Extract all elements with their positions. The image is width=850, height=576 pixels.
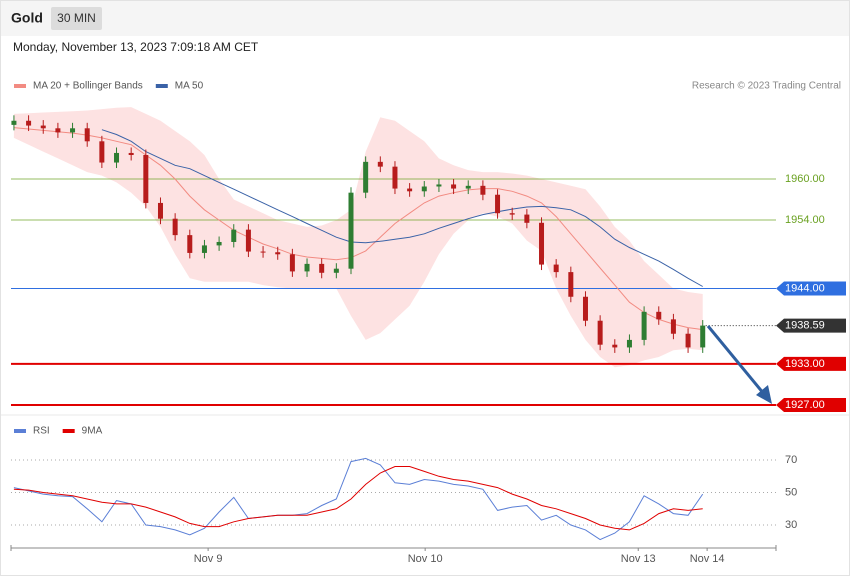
bollinger-band: [13, 107, 703, 368]
candle-body: [201, 245, 207, 253]
candle-body: [626, 339, 632, 348]
legend-swatch: [62, 429, 75, 433]
candle-body: [187, 235, 193, 253]
candle-body: [26, 120, 32, 126]
level-label-box: [776, 318, 846, 333]
level-label-box: [776, 397, 846, 412]
top-bar: [1, 1, 849, 36]
candle-body: [143, 155, 149, 203]
candle-body: [114, 152, 120, 163]
source: Research © 2023 Trading Central: [692, 81, 841, 92]
rsi-line: [13, 466, 703, 531]
x-tick-label: Nov 13: [621, 553, 656, 565]
level-label: 1960.00: [785, 173, 825, 185]
legend-label: 9MA: [82, 426, 103, 437]
candle-body: [700, 325, 706, 348]
y-tick-label: 50: [785, 486, 797, 498]
x-tick-label: Nov 9: [194, 553, 223, 565]
y-tick-label: 30: [785, 519, 797, 531]
candle-body: [11, 120, 17, 125]
candle-body: [597, 320, 603, 345]
ma-line: [13, 127, 703, 331]
candle-body: [260, 251, 266, 253]
candle-body: [641, 311, 647, 340]
candle-body: [55, 128, 61, 133]
level-label: 1927.00: [785, 399, 825, 411]
forecast-arrow: [706, 325, 766, 395]
candle-body: [377, 161, 383, 167]
forecast-arrowhead: [756, 385, 772, 404]
candle-body: [451, 184, 457, 189]
price-panel: MA 20 + Bollinger Bands MA 50 1960.00 1954.…: [11, 81, 846, 412]
candle-body: [363, 161, 369, 193]
candle-body: [568, 272, 574, 297]
level-label: 1933.00: [785, 358, 825, 370]
candle-body: [495, 194, 501, 214]
candle-body: [553, 264, 559, 273]
candle-body: [172, 218, 178, 236]
candle-body: [348, 192, 354, 269]
level-label-box: [776, 356, 846, 371]
candle-body: [40, 125, 46, 129]
rsi-line: [13, 457, 704, 541]
level-label: 1938.59: [785, 319, 825, 331]
candle-body: [84, 128, 90, 142]
candle-body: [685, 333, 691, 348]
candle-body: [539, 222, 545, 265]
legend-swatch: [14, 84, 26, 88]
candle-body: [231, 229, 237, 242]
rsi-panel: RSI 9MA 70 50 30 Nov 9 Nov 10 Nov 13 Nov 14: [11, 426, 797, 565]
timestamp: Monday, November 13, 2023 7:09:18 AM CET: [13, 40, 259, 54]
candle-body: [319, 263, 325, 273]
interval-label[interactable]: 30 MIN: [57, 11, 96, 25]
instrument-title: Gold: [11, 10, 43, 26]
legend-swatch: [14, 429, 26, 433]
candle-body: [509, 213, 515, 215]
candle-body: [421, 186, 427, 192]
candle-body: [70, 128, 76, 133]
level-label: 1944.00: [785, 282, 825, 294]
candle-body: [333, 268, 339, 273]
ma-line: [101, 129, 703, 287]
level-label-box: [776, 281, 846, 296]
candle-body: [99, 141, 105, 163]
candle-body: [304, 263, 310, 272]
candle-body: [480, 185, 486, 195]
candle-body: [465, 185, 471, 189]
candle-body: [612, 344, 618, 348]
candle-body: [157, 202, 163, 219]
candle-body: [582, 296, 588, 321]
candle-body: [289, 254, 295, 272]
candle-body: [524, 214, 530, 223]
candle-body: [216, 241, 222, 246]
candle-body: [407, 188, 413, 192]
candle-body: [128, 152, 134, 156]
candle-body: [245, 229, 251, 252]
candle-body: [656, 311, 662, 320]
candle-body: [392, 166, 398, 189]
candle-body: [670, 319, 676, 334]
legend-label: RSI: [33, 426, 50, 437]
candle-body: [436, 184, 442, 187]
interval-button[interactable]: [51, 7, 102, 30]
y-tick-label: 70: [785, 454, 797, 466]
candle-body: [275, 252, 281, 255]
legend-label: MA 20 + Bollinger Bands: [33, 81, 143, 92]
x-tick-label: Nov 14: [690, 553, 725, 565]
x-tick-label: Nov 10: [408, 553, 443, 565]
legend-swatch: [155, 84, 168, 88]
level-label: 1954.00: [785, 214, 825, 226]
legend-label: MA 50: [175, 81, 204, 92]
